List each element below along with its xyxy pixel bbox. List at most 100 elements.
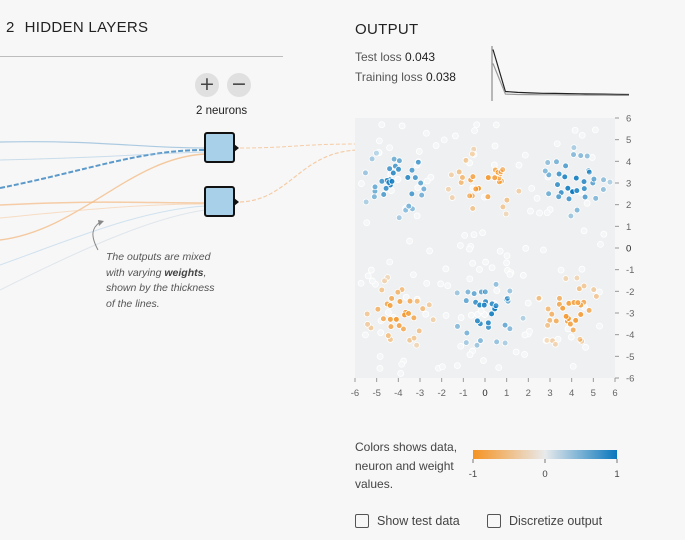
data-point (387, 323, 395, 330)
faint-point (521, 331, 529, 339)
link-orange-3[interactable] (0, 203, 206, 219)
data-point (388, 295, 395, 302)
show-test-data-checkbox[interactable] (355, 514, 369, 528)
data-point (499, 203, 507, 211)
faint-point (444, 282, 452, 290)
faint-point (452, 132, 459, 140)
data-point (419, 305, 427, 312)
data-point (393, 316, 400, 323)
faint-point (442, 312, 450, 319)
data-point (577, 152, 585, 159)
faint-point (596, 322, 603, 330)
training-loss-label: Training loss (355, 70, 423, 84)
data-point (388, 178, 396, 185)
data-point (404, 174, 412, 181)
faint-point (519, 271, 527, 279)
neuron-1[interactable] (204, 132, 239, 163)
data-points (357, 121, 614, 377)
data-point (570, 151, 577, 158)
annotation-arrowhead (98, 220, 104, 226)
link-blue-1[interactable] (0, 141, 206, 149)
data-point (470, 145, 478, 153)
data-point (506, 325, 514, 333)
show-test-data-toggle[interactable]: Show test data (355, 514, 460, 528)
x-tick-label: -6 (351, 388, 359, 398)
data-point (387, 316, 394, 323)
x-tick-label: 0 (482, 388, 487, 398)
data-point (600, 176, 607, 184)
data-point (386, 302, 394, 309)
x-tick-label: -3 (416, 388, 424, 398)
x-tick-label: -4 (394, 388, 402, 398)
faint-point (439, 363, 446, 371)
faint-point (426, 247, 433, 255)
data-point (488, 310, 495, 318)
faint-point (469, 259, 477, 267)
x-tick-label: 3 (547, 388, 552, 398)
data-point (569, 326, 577, 334)
link-orange-out-2[interactable] (239, 149, 359, 203)
faint-point (386, 144, 393, 152)
discretize-output-toggle[interactable]: Discretize output (487, 514, 602, 528)
data-point (576, 336, 584, 343)
data-point (385, 332, 392, 339)
faint-point (397, 370, 405, 377)
faint-point (477, 307, 485, 315)
hidden-layers-divider (0, 56, 283, 57)
faint-point (473, 121, 481, 129)
faint-point (423, 279, 431, 287)
data-point (368, 155, 376, 163)
data-point (463, 329, 471, 337)
faint-point (528, 184, 536, 192)
data-point (515, 187, 523, 195)
data-point (555, 193, 563, 201)
data-point (386, 165, 393, 172)
y-tick-label: 5 (626, 135, 631, 146)
link-orange-out-1[interactable] (239, 143, 359, 149)
data-point (362, 169, 369, 177)
neuron-2[interactable] (204, 186, 239, 217)
data-point (544, 159, 552, 166)
data-point (552, 340, 559, 348)
discretize-output-checkbox[interactable] (487, 514, 501, 528)
data-point (420, 185, 428, 193)
add-neuron-button[interactable]: + (195, 73, 219, 97)
data-point (600, 186, 607, 193)
faint-point (471, 127, 478, 135)
data-point (592, 195, 600, 202)
data-point (562, 275, 570, 282)
data-point (585, 307, 593, 314)
data-point (544, 322, 551, 329)
link-blue-4[interactable] (0, 205, 206, 266)
data-point (590, 175, 598, 183)
data-point (572, 174, 580, 182)
link-orange-2[interactable] (0, 153, 206, 241)
faint-point (456, 242, 464, 249)
remove-neuron-button[interactable]: − (227, 73, 251, 97)
loss-chart (491, 46, 630, 101)
link-blue-3[interactable] (0, 151, 206, 161)
faint-point (588, 154, 596, 161)
link-blue-2[interactable] (0, 149, 206, 189)
data-point (462, 297, 470, 304)
link-grey-1[interactable] (0, 209, 206, 291)
data-point (565, 195, 573, 203)
data-point (572, 317, 579, 324)
output-heatmap[interactable]: -6 -5 -4 -3 -2 -1 0 1 2 3 4 5 6 6 5 4 3 2 1 0 -1 -2 -3 -4 -5 -6 (340, 108, 670, 399)
faint-point (466, 351, 474, 359)
faint-point (384, 308, 392, 316)
y-tick-label: -4 (626, 330, 634, 341)
data-point (464, 288, 472, 296)
faint-point (522, 244, 530, 252)
link-orange-1[interactable] (0, 201, 206, 206)
data-point (445, 185, 452, 193)
data-point (373, 149, 380, 157)
faint-point (553, 140, 561, 148)
data-point (466, 192, 473, 200)
faint-point (496, 247, 504, 255)
faint-point (358, 180, 365, 187)
data-point (469, 173, 477, 180)
faint-point (398, 122, 406, 130)
test-loss: Test loss 0.043 (355, 50, 435, 64)
faint-point (413, 212, 421, 220)
